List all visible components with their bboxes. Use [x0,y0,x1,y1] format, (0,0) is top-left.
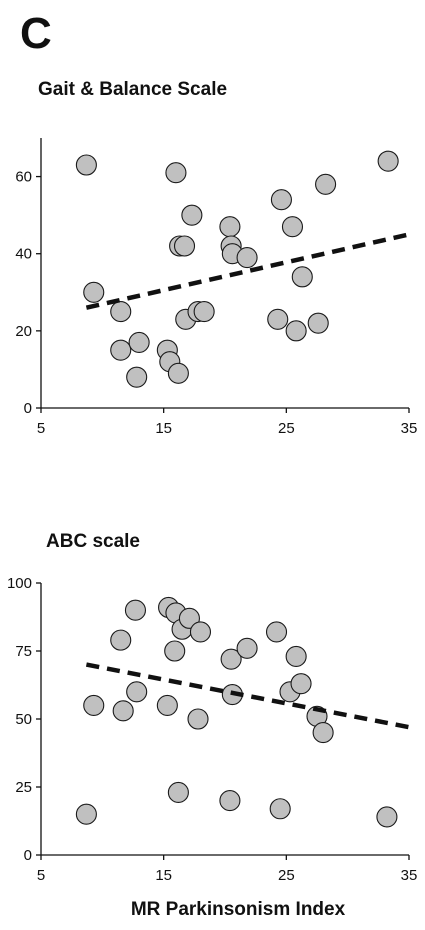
y-tick-label: 75 [15,643,32,660]
y-tick-label: 60 [15,169,32,186]
data-point [285,645,307,667]
data-point [110,301,132,323]
chart-title: Gait & Balance Scale [38,79,227,100]
data-point [75,154,97,176]
x-tick-label: 35 [401,420,418,437]
x-tick-label: 15 [155,867,172,884]
data-point [270,189,292,211]
abc-scale-scatter-chart: ABC scale MR Parkinsonism Index 0 25 50 75 1… [7,531,417,920]
x-tick-label: 5 [37,867,45,884]
data-point [315,173,337,195]
data-point [156,694,178,716]
data-point [265,621,288,643]
data-point [267,308,289,330]
data-point [285,320,307,342]
gait-balance-scatter-chart: Gait & Balance Scale 0 20 40 60 5 15 25 35 [15,79,417,437]
data-point [126,366,148,388]
y-tick-label: 50 [15,711,32,728]
y-tick-label: 20 [15,323,32,340]
panel-label: C [20,9,52,58]
data-point [236,637,258,659]
data-point [281,216,304,238]
data-point [376,806,398,828]
data-point [110,339,132,361]
y-tick-label: 100 [7,575,32,592]
data-point [219,790,241,812]
data-point [312,722,334,744]
data-point [269,798,291,820]
x-tick-label: 35 [401,867,418,884]
data-point [377,150,399,172]
x-axis-label: MR Parkinsonism Index [131,899,346,920]
x-tick-label: 25 [278,420,295,437]
trend-line [85,662,410,730]
x-tick-label: 15 [155,420,172,437]
data-point [189,621,212,643]
data-point [181,204,203,226]
data-point [173,235,196,257]
data-point [164,640,186,662]
data-point [128,331,150,353]
data-point [193,301,215,323]
data-point [236,247,258,269]
data-point [75,803,97,825]
y-tick-label: 25 [15,779,32,796]
data-point [110,629,132,651]
y-tick-label: 0 [24,847,32,864]
x-tick-label: 5 [37,420,45,437]
data-point [165,162,187,184]
data-point [290,673,312,695]
y-tick-label: 0 [24,400,32,417]
data-point [83,694,105,716]
x-tick-label: 25 [278,867,295,884]
data-point [219,216,241,238]
y-tick-label: 40 [15,246,32,263]
data-point [167,781,189,803]
data-point [307,312,329,334]
chart-title: ABC scale [46,531,140,552]
data-point [124,599,147,621]
data-point [187,708,209,730]
data-point [126,681,148,703]
data-point [83,281,105,303]
data-point [291,266,313,288]
data-point [112,700,134,722]
trend-line [85,232,410,310]
data-point [220,648,242,670]
data-point [167,362,189,384]
